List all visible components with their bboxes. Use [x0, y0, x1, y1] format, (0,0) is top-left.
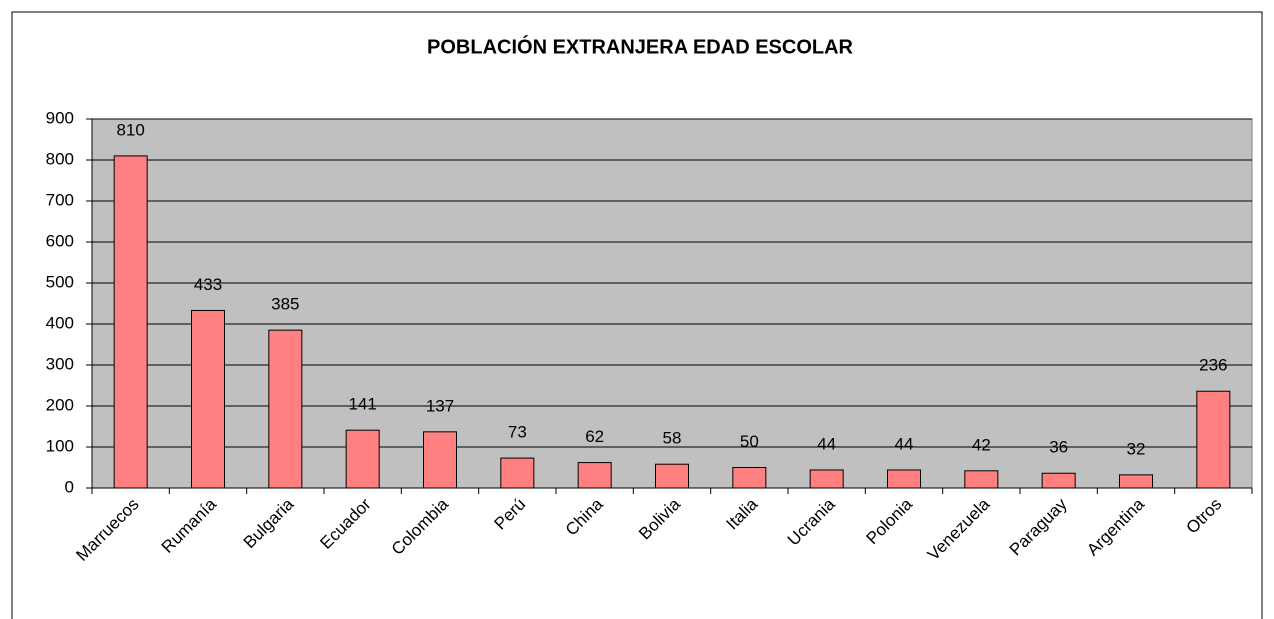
x-tick-label: Perú [490, 495, 529, 534]
bar [191, 309, 225, 489]
bar [500, 457, 535, 489]
x-tick-label: Venezuela [924, 494, 994, 564]
chart-frame [11, 11, 1263, 619]
data-label: 50 [740, 432, 759, 451]
data-label: 433 [194, 275, 222, 294]
y-tick-label: 300 [46, 354, 74, 373]
x-tick-label: Ecuador [316, 494, 374, 552]
data-label: 42 [972, 435, 991, 454]
y-tick-label: 100 [46, 436, 74, 455]
y-tick-label: 600 [46, 231, 74, 250]
bar [577, 462, 612, 489]
data-label: 32 [1127, 439, 1146, 458]
data-label: 44 [895, 434, 914, 453]
x-tick-label: Ucrania [784, 494, 839, 549]
x-tick-label: Argentina [1083, 494, 1148, 559]
y-tick-label: 700 [46, 190, 74, 209]
bar [887, 469, 921, 489]
x-tick-label: China [562, 494, 607, 539]
bar [268, 329, 303, 489]
data-label: 73 [508, 423, 527, 442]
bar [964, 470, 999, 489]
data-label: 385 [271, 295, 299, 314]
data-label: 44 [817, 434, 836, 453]
y-tick-label: 500 [46, 272, 74, 291]
y-tick-label: 400 [46, 313, 74, 332]
x-tick-label: Paraguay [1006, 494, 1071, 559]
data-label: 58 [663, 429, 682, 448]
y-tick-label: 900 [46, 108, 74, 127]
x-tick-label: Bulgaria [240, 494, 298, 552]
bar [655, 463, 689, 489]
x-tick-label: Bolivia [635, 494, 684, 543]
chart-title: POBLACIÓN EXTRANJERA EDAD ESCOLAR [427, 34, 854, 58]
y-tick-label: 0 [65, 477, 74, 496]
y-tick-label: 200 [46, 395, 74, 414]
data-label: 36 [1049, 438, 1068, 457]
bar [113, 155, 148, 489]
data-label: 810 [116, 120, 144, 139]
bar [809, 469, 844, 489]
bar [345, 429, 380, 489]
x-tick-label: Rumanía [158, 494, 221, 557]
data-label: 236 [1199, 356, 1227, 375]
bar [1119, 474, 1153, 489]
y-tick-label: 800 [46, 149, 74, 168]
bar [423, 431, 457, 489]
data-label: 62 [585, 427, 604, 446]
x-tick-label: Italia [722, 494, 761, 533]
bar [1041, 472, 1076, 489]
data-label: 141 [348, 395, 376, 414]
x-tick-label: Marruecos [72, 495, 142, 565]
x-tick-label: Colombia [388, 494, 453, 559]
data-label: 137 [426, 396, 454, 415]
x-tick-label: Polonia [862, 494, 916, 548]
bar [732, 467, 767, 489]
x-tick-label: Otros [1183, 495, 1226, 538]
bar [1196, 390, 1231, 489]
